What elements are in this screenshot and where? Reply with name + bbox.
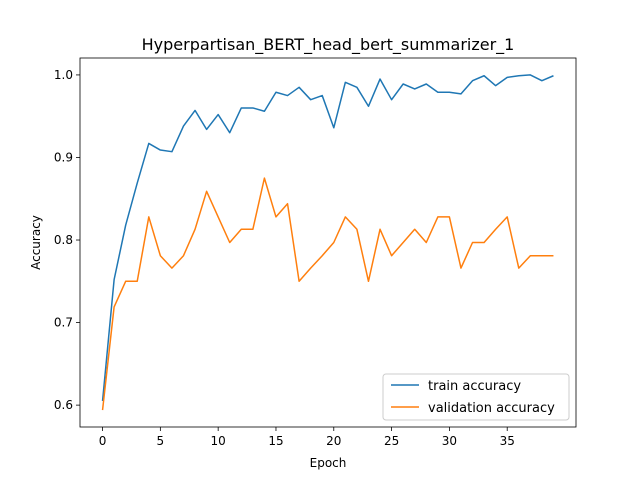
y-tick-label: 0.7: [54, 316, 73, 330]
chart-title: Hyperpartisan_BERT_head_bert_summarizer_…: [142, 35, 515, 55]
x-tick-label: 25: [384, 434, 399, 448]
x-tick-label: 5: [157, 434, 165, 448]
legend-label-validation: validation accuracy: [428, 401, 555, 416]
legend: train accuracy validation accuracy: [382, 373, 570, 421]
series-line-validation: [101, 177, 554, 411]
series-layer: [101, 74, 554, 411]
y-axis-ticks: 0.6 0.7 0.8 0.9 1.0: [54, 68, 80, 412]
x-tick-label: 15: [268, 434, 283, 448]
x-tick-label: 20: [326, 434, 341, 448]
x-tick-label: 35: [500, 434, 515, 448]
x-tick-label: 30: [442, 434, 457, 448]
y-tick-label: 0.9: [54, 150, 73, 164]
y-tick-label: 1.0: [54, 68, 73, 82]
y-axis-label: Accuracy: [29, 215, 43, 270]
x-axis-label: Epoch: [310, 456, 347, 470]
legend-label-train: train accuracy: [428, 379, 521, 394]
y-tick-label: 0.6: [54, 398, 73, 412]
series-line-train: [101, 74, 554, 402]
legend-box: [382, 373, 570, 421]
x-axis-ticks: 0 5 10 15 20 25 30 35: [99, 427, 515, 448]
x-tick-label: 10: [211, 434, 226, 448]
plot-frame: [79, 57, 577, 428]
x-tick-label: 0: [99, 434, 107, 448]
y-tick-label: 0.8: [54, 233, 73, 247]
